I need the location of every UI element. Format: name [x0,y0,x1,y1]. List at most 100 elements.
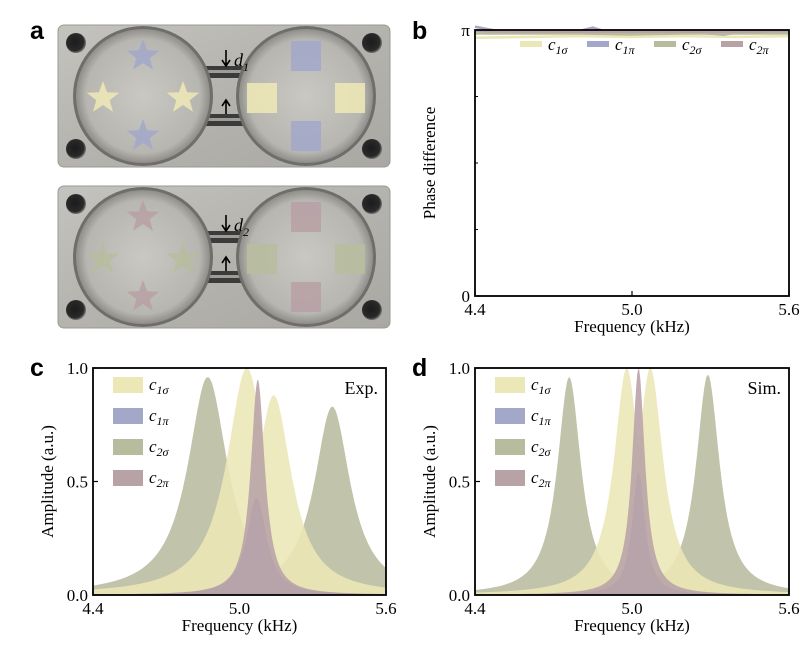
legend-swatch-c1p [113,408,143,424]
right-cavity [239,29,373,163]
legend-swatch-c2p [495,470,525,486]
legend-label-c1p: c1π [149,406,170,428]
spectrum-area-c2p [475,368,789,595]
star-marker [86,81,120,112]
legend-label-c2p: c2π [531,468,552,490]
panel-label-b: b [412,17,427,45]
screw-hole [66,300,86,320]
y-tick-label: 1.0 [449,359,470,378]
star-marker [126,39,160,70]
legend-swatch-c1p [495,408,525,424]
square-marker [247,244,277,274]
left-cavity [76,190,210,324]
legend-label-c2p: c2π [749,35,770,57]
x-tick-label: 5.0 [621,599,642,618]
phase-difference-chart: 4.4 5.0 5.6 0 π Frequency (kHz) Phase differen… [420,21,800,336]
phase-line-c1s [474,34,790,40]
plot-frame [474,29,790,297]
y-tick-label: 0.5 [449,473,470,492]
square-marker [335,83,365,113]
screw-hole [66,139,86,159]
star-marker [86,242,120,273]
x-tick-label: 5.6 [778,599,799,618]
legend-label-c2s: c2σ [682,35,703,57]
y-axis-label: Phase difference [420,107,439,220]
square-marker [291,121,321,151]
star-marker [126,119,160,150]
legend-swatch-c1s [520,41,542,47]
legend-label-c2p: c2π [149,468,170,490]
legend-swatch-c2p [721,41,743,47]
x-tick-label: 4.4 [82,599,104,618]
y-axis-label: Amplitude (a.u.) [420,425,439,538]
legend-swatch-c2s [654,41,676,47]
square-marker [291,282,321,312]
phase-line-c2p [474,29,790,34]
legend-swatch-c1p [587,41,609,47]
right-cavity [239,190,373,324]
x-tick-label: 5.6 [778,300,799,319]
sample-photo-bottom: d2 [57,185,391,329]
gap-label: d1 [234,50,249,74]
legend-swatch-c1s [113,377,143,393]
star-marker [166,242,200,273]
square-marker [335,244,365,274]
simulated-amplitude-chart: 4.4 5.0 5.6 0.0 0.5 1.0 Frequency (kHz) Amplitu… [420,359,800,635]
legend-label-c1s: c1σ [531,375,552,397]
star-marker [166,81,200,112]
panel-label-c: c [30,354,44,382]
legend-label-c1p: c1π [615,35,636,57]
panel-tag: Exp. [345,378,379,398]
screw-hole [362,194,382,214]
legend-swatch-c1s [495,377,525,393]
x-tick-label: 4.4 [464,599,486,618]
experimental-amplitude-chart: 4.4 5.0 5.6 0.0 0.5 1.0 Frequency (kHz) Amplitu… [38,359,397,635]
y-axis-label: Amplitude (a.u.) [38,425,57,538]
spectrum-area-c2s [93,377,386,595]
x-tick-label: 5.0 [621,300,642,319]
y-tick-label: 0.0 [67,586,88,605]
panel-label-a: a [30,17,45,45]
y-tick-label: 0.0 [449,586,470,605]
legend-swatch-c2s [495,439,525,455]
legend-swatch-c2s [113,439,143,455]
phase-line-c2s [475,32,789,36]
star-marker [126,200,160,231]
panel-label-d: d [412,354,427,382]
legend-label-c2s: c2σ [149,437,170,459]
screw-hole [362,300,382,320]
left-cavity [76,29,210,163]
x-tick-label: 5.0 [229,599,250,618]
legend-swatch-c2p [113,470,143,486]
gap-label: d2 [234,215,249,239]
x-axis-label: Frequency (kHz) [182,616,298,635]
screw-hole [66,33,86,53]
y-tick-label: 0 [462,287,471,306]
gap-arrow-up [221,98,231,114]
legend-label-c1p: c1π [531,406,552,428]
x-axis-label: Frequency (kHz) [574,317,690,336]
square-marker [291,202,321,232]
gap-arrow-down [221,50,231,68]
legend-label-c2s: c2σ [531,437,552,459]
sample-photo-top: d1 [57,24,391,168]
square-marker [291,41,321,71]
x-tick-label: 4.4 [464,300,486,319]
y-tick-label: π [461,21,470,40]
square-marker [247,83,277,113]
spectrum-area-c1s [93,368,386,595]
gap-arrow-up [221,255,231,271]
screw-hole [66,194,86,214]
plot-frame [474,367,790,596]
x-tick-label: 5.6 [375,599,396,618]
star-marker [126,280,160,311]
spectrum-area-c2s [475,375,789,595]
y-tick-label: 0.5 [67,473,88,492]
plot-frame [92,367,387,596]
x-axis-label: Frequency (kHz) [574,616,690,635]
panel-tag: Sim. [747,378,781,398]
gap-arrow-down [221,215,231,233]
y-tick-label: 1.0 [67,359,88,378]
legend-label-c1s: c1σ [149,375,170,397]
